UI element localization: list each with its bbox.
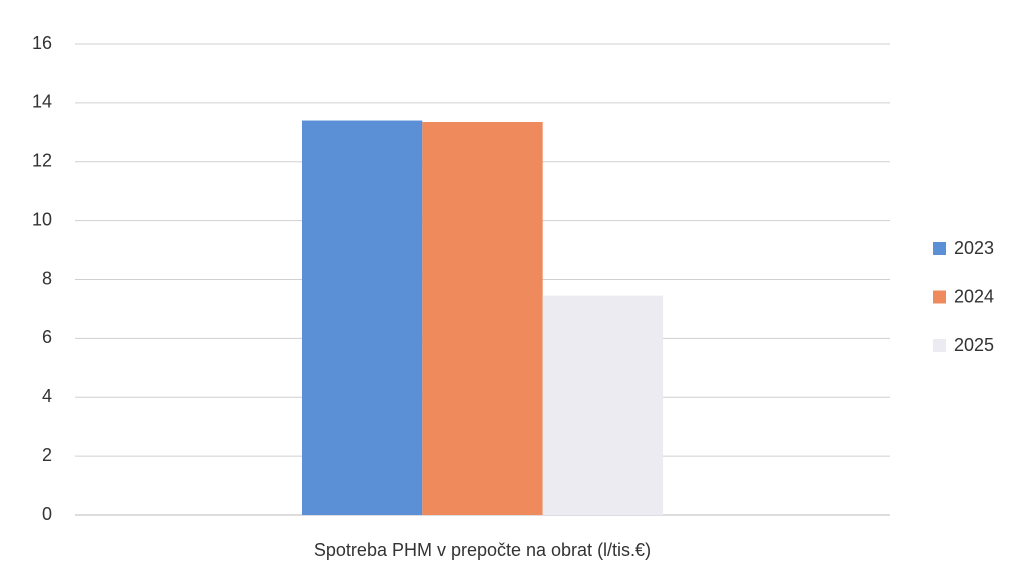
legend-label: 2024: [954, 286, 994, 306]
y-tick-label: 16: [32, 33, 52, 53]
x-tick-label: Spotreba PHM v prepočte na obrat (l/tis.…: [314, 540, 651, 560]
bar: [542, 295, 664, 515]
legend-label: 2023: [954, 238, 994, 258]
legend-label: 2025: [954, 335, 994, 355]
y-tick-label: 8: [42, 268, 52, 288]
y-tick-label: 4: [42, 386, 52, 406]
y-tick-label: 2: [42, 445, 52, 465]
legend-swatch: [933, 242, 946, 255]
y-tick-label: 0: [42, 504, 52, 524]
y-tick-label: 6: [42, 327, 52, 347]
y-tick-label: 12: [32, 151, 52, 171]
y-tick-label: 14: [32, 92, 52, 112]
bar: [301, 120, 423, 515]
bar: [422, 122, 543, 516]
legend-swatch: [933, 290, 946, 304]
legend-swatch: [933, 339, 946, 352]
y-tick-label: 10: [32, 209, 52, 229]
